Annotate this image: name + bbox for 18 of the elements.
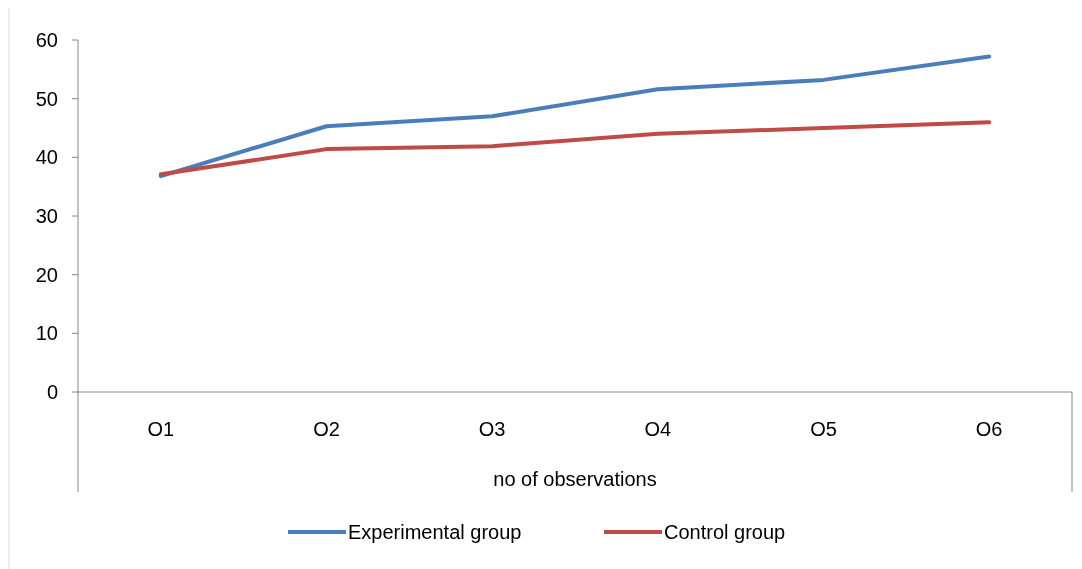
x-tick-label: O3 xyxy=(478,418,506,440)
x-tick-label: O5 xyxy=(810,418,837,440)
y-tick-label: 60 xyxy=(35,29,58,51)
y-tick-label: 20 xyxy=(35,263,58,286)
line-series xyxy=(158,120,992,177)
y-tick-label: 10 xyxy=(35,322,58,345)
line-series xyxy=(158,54,992,179)
x-tick-label: O4 xyxy=(644,418,672,440)
x-tick-label: O6 xyxy=(975,418,1003,440)
legend-label: Experimental group xyxy=(348,521,522,543)
legend-label: Control group xyxy=(664,521,786,543)
y-tick-label: 40 xyxy=(35,146,58,169)
y-tick-label: 50 xyxy=(35,87,58,110)
x-tick-label: O2 xyxy=(313,418,340,440)
y-tick-label: 30 xyxy=(35,205,58,227)
x-tick-label: O1 xyxy=(147,418,175,440)
x-axis-title: no of observations xyxy=(493,468,657,490)
y-tick-label: 0 xyxy=(46,381,58,403)
